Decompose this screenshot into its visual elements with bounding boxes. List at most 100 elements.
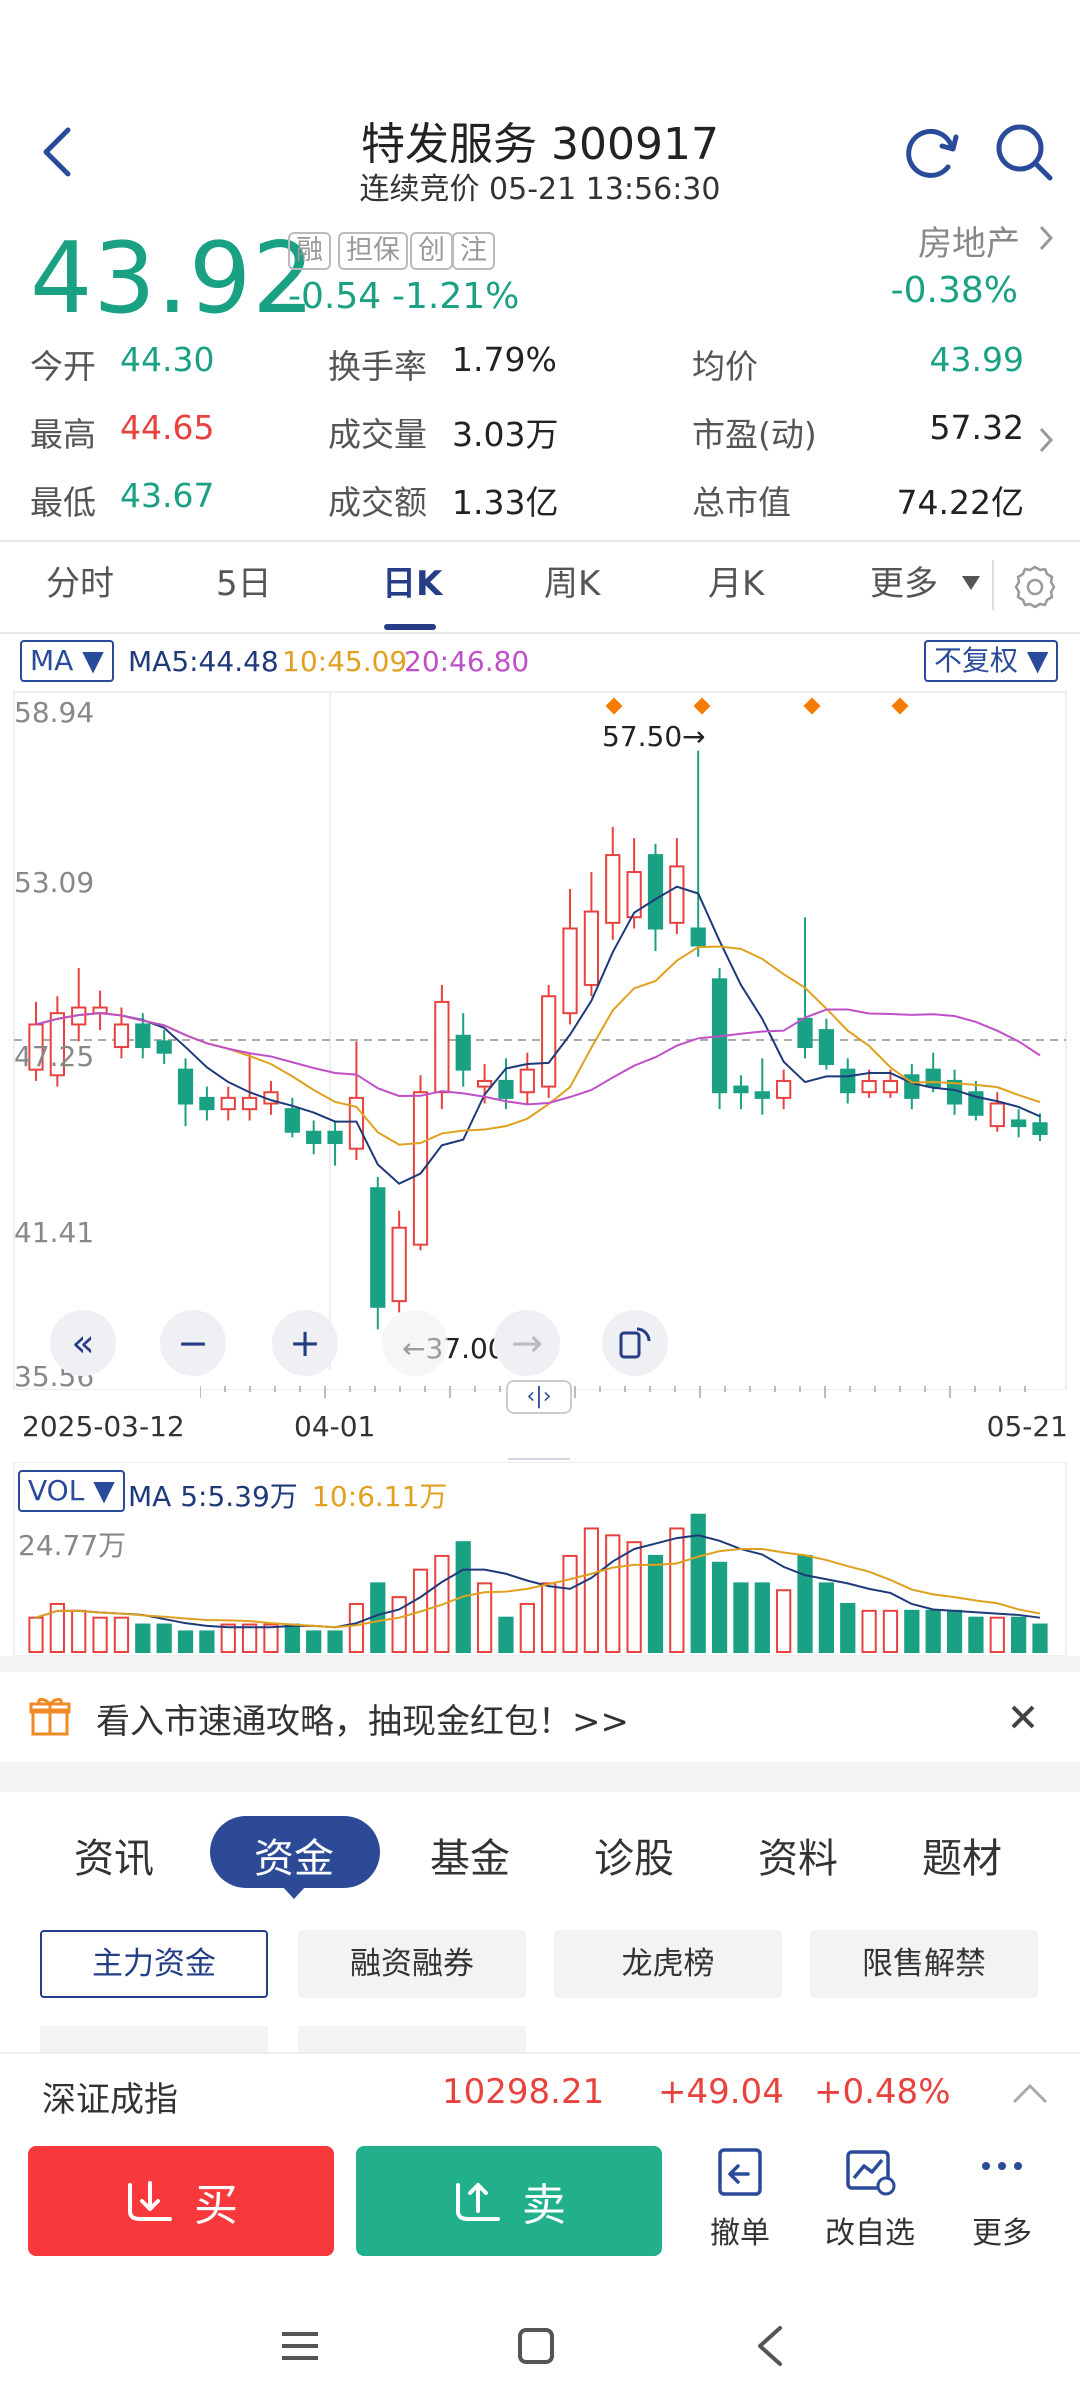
settings-gear-icon[interactable] — [1010, 562, 1060, 612]
tab-monthly-k[interactable]: 月K — [708, 564, 765, 604]
volume-bar — [946, 1609, 963, 1653]
ma10-line — [35, 945, 1041, 1146]
tab-more[interactable]: 更多 — [870, 556, 938, 605]
tab-profile[interactable]: 资料 — [758, 1836, 838, 1882]
divider — [0, 540, 1080, 542]
back-icon[interactable] — [752, 2324, 788, 2368]
scroll-left-fast-button[interactable]: « — [50, 1310, 116, 1376]
sector-link[interactable]: 房地产 — [918, 216, 1020, 265]
back-arrow-icon[interactable] — [36, 122, 80, 182]
menu-icon[interactable] — [278, 2326, 322, 2366]
chart-edit-icon — [846, 2150, 896, 2196]
system-nav-bar — [0, 2290, 1080, 2400]
volume-bar — [776, 1589, 792, 1654]
candle-up — [476, 1079, 493, 1088]
candle-down — [818, 1029, 835, 1065]
panel-divider-handle[interactable] — [508, 1458, 570, 1466]
buy-button[interactable]: 买 — [28, 2146, 334, 2256]
tab-news[interactable]: 资讯 — [74, 1836, 154, 1882]
candle-down — [498, 1079, 514, 1099]
adjust-selector[interactable]: 不复权 ▼ — [924, 640, 1059, 682]
mcap-value: 74.22亿 — [896, 483, 1024, 522]
tab-weekly-k[interactable]: 周K — [544, 564, 601, 604]
turnover-value: 1.79% — [452, 340, 557, 379]
main-capital-button[interactable]: 主力资金 — [40, 1930, 268, 1998]
volume-bar — [562, 1554, 578, 1653]
event-marker[interactable] — [605, 697, 623, 715]
volume-bar — [135, 1623, 151, 1654]
volume-bar — [113, 1616, 130, 1653]
close-icon[interactable] — [1008, 1702, 1038, 1732]
volume-bar — [199, 1630, 215, 1654]
candlestick-chart[interactable] — [0, 690, 1080, 1390]
index-ticker[interactable]: 深证成指 10298.21 +49.04 +0.48% — [0, 2052, 1080, 2136]
ma-selector-label: MA — [30, 644, 74, 677]
tab-themes[interactable]: 题材 — [922, 1836, 1002, 1882]
more-label: 更多 — [972, 2216, 1032, 2251]
home-icon[interactable] — [516, 2326, 556, 2366]
edit-watchlist-button[interactable]: 改自选 — [810, 2144, 930, 2252]
candle-up — [434, 1000, 450, 1094]
ma-selector[interactable]: MA ▼ — [20, 640, 114, 682]
ma5-line — [35, 885, 1041, 1185]
more-button[interactable]: 更多 — [942, 2144, 1062, 2252]
ma10-legend: 10:45.09 — [282, 645, 408, 678]
tab-more-label: 更多 — [870, 564, 938, 604]
promo-banner[interactable]: 看入市速通攻略，抽现金红包！>> — [0, 1672, 1080, 1762]
adjust-selector-label: 不复权 — [934, 644, 1019, 677]
event-marker[interactable] — [891, 697, 909, 715]
refresh-icon[interactable] — [896, 118, 966, 188]
promo-text: 看入市速通攻略，抽现金红包！>> — [96, 1702, 629, 1742]
candle-up — [861, 1079, 877, 1094]
vol-ma5-legend: MA 5:5.39万 — [128, 1480, 298, 1513]
volume-bar — [733, 1582, 749, 1653]
volume-bar — [904, 1609, 920, 1653]
chevron-right-icon[interactable] — [1036, 222, 1056, 254]
tab-funds[interactable]: 基金 — [430, 1836, 510, 1882]
volume-bar — [626, 1541, 642, 1653]
amount-label: 成交额 — [328, 483, 427, 522]
volume-bar — [476, 1582, 493, 1653]
cancel-order-icon — [718, 2148, 762, 2196]
edit-watchlist-label: 改自选 — [825, 2216, 915, 2251]
tab-5day[interactable]: 5日 — [216, 564, 272, 604]
tab-capital[interactable]: 资金 — [254, 1836, 334, 1882]
volume-chart[interactable] — [0, 1462, 1080, 1656]
margin-trading-button[interactable]: 融资融券 — [298, 1930, 526, 1998]
y-axis-current: 47.25 — [14, 1040, 95, 1073]
candle-down — [1032, 1122, 1048, 1136]
rotate-screen-button[interactable] — [602, 1310, 668, 1376]
index-name: 深证成指 — [42, 2080, 178, 2120]
list-item — [298, 2026, 526, 2052]
tab-intraday[interactable]: 分时 — [46, 564, 114, 604]
chevron-right-icon[interactable] — [1036, 424, 1056, 456]
y-axis-top: 58.94 — [14, 696, 95, 729]
chevron-up-icon[interactable] — [1010, 2082, 1050, 2106]
more-dots-icon — [982, 2162, 1022, 2170]
dragon-tiger-button[interactable]: 龙虎榜 — [554, 1930, 782, 1998]
volume-bar — [711, 1561, 728, 1653]
zoom-out-button[interactable]: − — [160, 1310, 226, 1376]
pe-value: 57.32 — [929, 408, 1024, 447]
date-start: 2025-03-12 — [22, 1410, 185, 1443]
volume-bar — [71, 1609, 87, 1653]
chart-drag-handle[interactable]: ‹|› — [506, 1380, 572, 1414]
event-marker[interactable] — [693, 697, 711, 715]
price-change: -0.54 — [288, 276, 382, 317]
tab-diagnosis[interactable]: 诊股 — [594, 1836, 674, 1882]
tab-daily-k[interactable]: 日K — [382, 564, 443, 604]
scroll-right-button[interactable]: → — [494, 1310, 560, 1376]
scroll-left-button[interactable] — [382, 1310, 448, 1376]
event-marker[interactable] — [803, 697, 821, 715]
cancel-order-button[interactable]: 撤单 — [680, 2144, 800, 2252]
volume-bar — [989, 1616, 1005, 1653]
vol-selector-label: VOL — [28, 1474, 85, 1507]
sell-button[interactable]: 卖 — [356, 2146, 662, 2256]
search-icon[interactable] — [990, 118, 1060, 188]
vol-selector[interactable]: VOL ▼ — [18, 1470, 125, 1512]
zoom-in-button[interactable]: + — [272, 1310, 338, 1376]
candle-down — [306, 1130, 322, 1145]
candle-down — [1011, 1119, 1027, 1128]
lockup-expiry-button[interactable]: 限售解禁 — [810, 1930, 1038, 1998]
candle-up — [412, 1091, 429, 1246]
